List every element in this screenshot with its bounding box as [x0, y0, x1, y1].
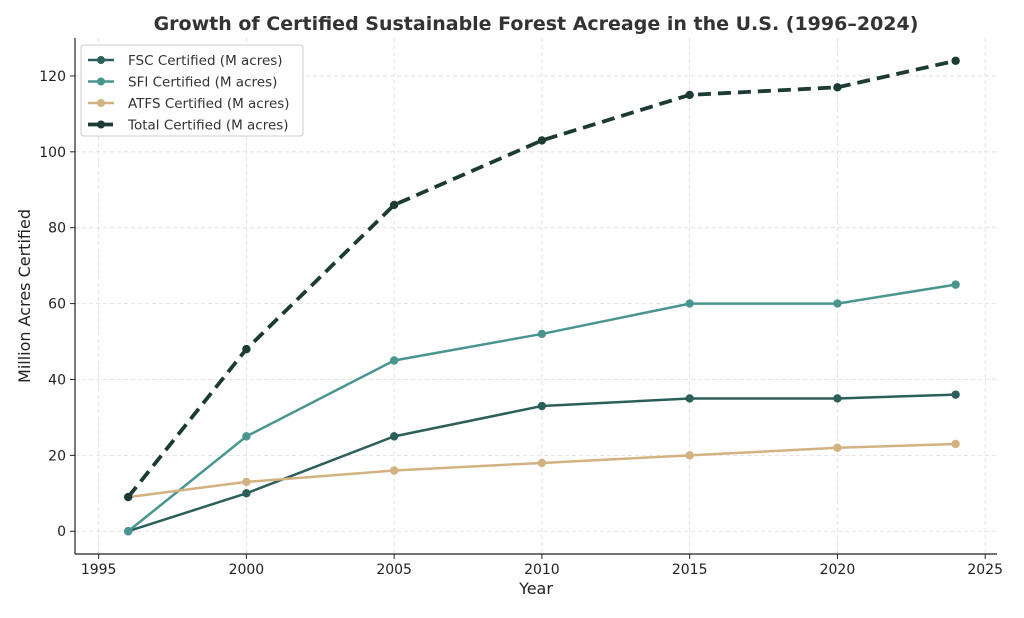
data-point — [833, 299, 842, 308]
legend-marker — [97, 120, 105, 129]
data-point — [951, 280, 960, 289]
legend-label: ATFS Certified (M acres) — [128, 96, 290, 112]
y-tick-label: 60 — [48, 297, 66, 313]
x-tick-label: 2000 — [229, 562, 265, 578]
x-tick-label: 2005 — [376, 562, 412, 578]
y-tick-label: 100 — [39, 145, 66, 161]
series-layer — [123, 56, 960, 536]
data-point — [685, 394, 694, 403]
legend: FSC Certified (M acres) SFI Certified (M … — [80, 44, 304, 137]
data-point — [951, 439, 960, 449]
data-point — [951, 390, 960, 399]
data-point — [242, 344, 251, 354]
x-tick-label: 2025 — [967, 562, 1003, 578]
axes: 1995 2000 2005 2010 2015 2020 2025 0 20 40 60 80 100… — [39, 38, 1003, 578]
x-tick-label: 2020 — [820, 562, 856, 578]
data-point — [537, 458, 547, 468]
y-tick-label: 80 — [48, 221, 66, 237]
data-point — [833, 394, 842, 403]
legend-marker — [97, 77, 105, 86]
data-point — [389, 200, 399, 210]
y-tick-label: 120 — [39, 69, 66, 85]
data-point — [685, 90, 694, 100]
data-point — [389, 356, 399, 365]
data-point — [242, 432, 251, 441]
data-point — [685, 299, 694, 308]
y-tick-label: 40 — [48, 372, 66, 388]
data-point — [537, 329, 547, 339]
y-axis-label: Million Acres Certified — [15, 209, 34, 383]
data-point — [537, 136, 547, 145]
y-tick-label: 20 — [48, 448, 66, 464]
series-1 — [123, 280, 960, 536]
x-tick-label: 1995 — [81, 562, 117, 578]
series-3 — [123, 56, 960, 502]
x-tick-label: 2015 — [672, 562, 708, 578]
data-point — [833, 443, 842, 452]
x-tick-label: 2010 — [524, 562, 560, 578]
data-point — [685, 451, 694, 460]
data-point — [389, 466, 399, 475]
data-point — [242, 477, 251, 487]
data-point — [951, 56, 960, 65]
legend-label: Total Certified (M acres) — [127, 118, 289, 134]
y-tick-label: 0 — [57, 524, 66, 540]
data-point — [242, 489, 251, 498]
legend-frame — [80, 44, 304, 137]
data-point — [123, 527, 133, 536]
data-point — [389, 432, 399, 441]
x-axis-label: Year — [518, 579, 553, 598]
legend-marker — [97, 99, 105, 107]
legend-label: SFI Certified (M acres) — [128, 75, 277, 91]
data-point — [537, 401, 547, 411]
chart-title: Growth of Certified Sustainable Forest A… — [154, 13, 919, 35]
data-point — [123, 492, 133, 502]
data-point — [833, 83, 842, 92]
legend-label: FSC Certified (M acres) — [128, 53, 283, 69]
legend-marker — [97, 56, 105, 64]
